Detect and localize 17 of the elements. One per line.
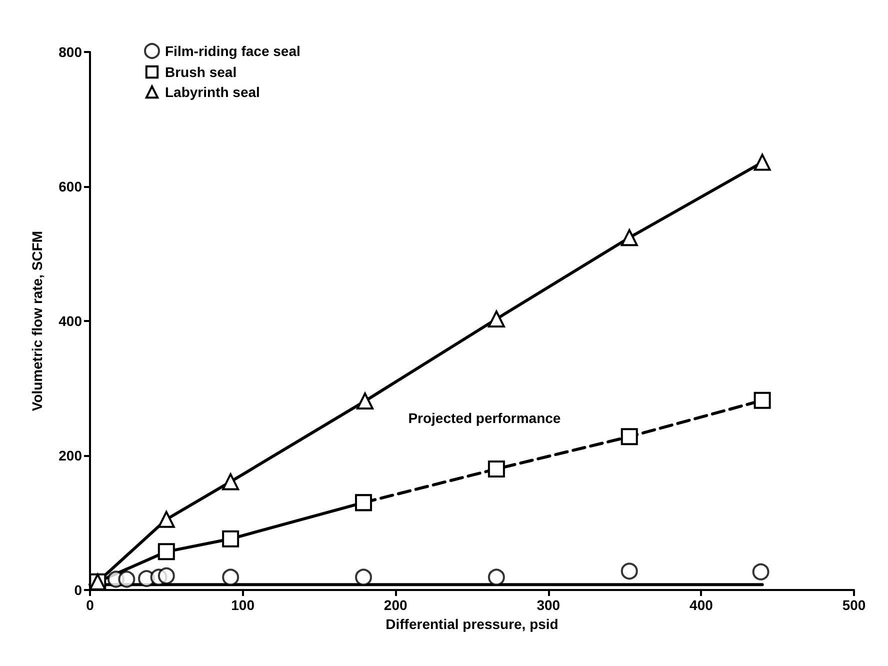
annotation: Projected performance [408,410,561,426]
legend-label: Film-riding face seal [165,43,300,59]
y-tick-label: 0 [74,582,82,598]
x-tick-label: 300 [536,597,560,613]
x-tick-label: 500 [842,597,866,613]
y-tick-label: 200 [58,448,82,464]
legend-label: Brush seal [165,64,237,80]
legend-label: Labyrinth seal [165,84,260,100]
x-tick-label: 200 [384,597,408,613]
x-tick-label: 400 [690,597,714,613]
x-tick-label: 100 [231,597,255,613]
y-tick-label: 800 [58,44,82,60]
y-tick-label: 400 [58,313,82,329]
x-tick-label: 0 [86,597,94,613]
y-tick-label: 600 [58,178,82,194]
y-axis-title: Volumetric flow rate, SCFM [29,230,45,412]
x-axis-title: Differential pressure, psid [386,616,558,632]
